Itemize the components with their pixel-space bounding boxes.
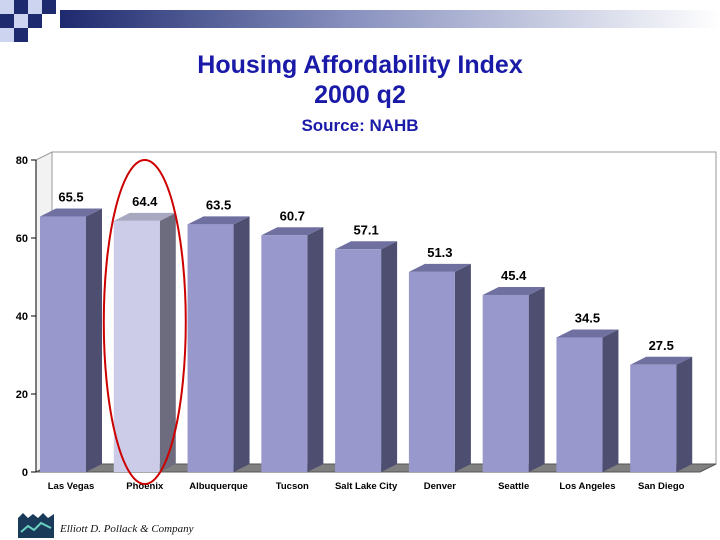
data-label: 27.5: [649, 338, 674, 353]
bar-top: [556, 329, 619, 338]
chart-source: Source: NAHB: [301, 116, 419, 135]
data-label: 57.1: [353, 222, 378, 237]
data-label: 63.5: [206, 197, 231, 212]
y-tick-label: 0: [22, 467, 28, 479]
bar-top: [482, 286, 545, 295]
bar-side: [454, 263, 471, 472]
data-label: 65.5: [58, 190, 83, 205]
x-tick-label: Salt Lake City: [335, 481, 398, 492]
data-label: 64.4: [132, 194, 158, 209]
data-label: 34.5: [575, 310, 600, 325]
footer: Elliott D. Pollack & Company: [18, 510, 194, 540]
chart-title-block: Housing Affordability Index 2000 q2 Sour…: [0, 50, 720, 138]
x-tick-label: Phoenix: [126, 481, 164, 492]
bar-top: [40, 208, 102, 217]
bar: [630, 364, 677, 472]
bar-side: [159, 212, 176, 472]
x-tick-label: Albuquerque: [189, 481, 248, 492]
x-tick-label: Los Angeles: [559, 481, 615, 492]
x-tick-label: San Diego: [638, 481, 685, 492]
y-tick-label: 60: [16, 233, 28, 245]
y-tick-label: 80: [16, 155, 28, 167]
company-logo-icon: [18, 513, 54, 538]
bar-side: [381, 241, 398, 472]
x-tick-label: Denver: [424, 481, 457, 492]
highlight-ellipse: [102, 159, 187, 485]
x-tick-label: Tucson: [276, 481, 309, 492]
y-tick-label: 40: [16, 311, 28, 323]
bar-side: [602, 329, 619, 472]
chart-subtitle: 2000 q2: [314, 81, 406, 109]
bar-chart: 0 20 40 60 80 65.5 64.4 63.5 60.7 57.1 51.3 45.4 34…: [16, 151, 717, 492]
bar-side: [676, 356, 693, 472]
x-tick-label: Seattle: [498, 481, 529, 492]
bar: [335, 249, 382, 472]
header-decoration: [0, 0, 720, 42]
bar: [408, 271, 455, 472]
bar: [482, 294, 529, 472]
bar-side: [86, 208, 102, 473]
y-axis-ticks: 0 20 40 60 80: [16, 155, 36, 479]
data-label: 45.4: [501, 268, 527, 283]
bar: [261, 235, 308, 472]
data-label: 60.7: [280, 208, 305, 223]
bar-top: [630, 356, 693, 365]
bar: [187, 224, 234, 472]
bar-top: [187, 216, 250, 225]
bar-side: [528, 286, 545, 472]
company-name: Elliott D. Pollack & Company: [60, 523, 194, 535]
bars: 65.5 64.4 63.5 60.7 57.1 51.3 45.4 34.5 27.5: [40, 190, 693, 473]
data-label: 51.3: [427, 245, 452, 260]
x-tick-label: Las Vegas: [48, 481, 94, 492]
bar-top: [408, 263, 471, 272]
bar: [556, 337, 603, 472]
chart-title: Housing Affordability Index: [197, 51, 523, 79]
bar-top: [113, 212, 176, 221]
bar-side: [307, 227, 324, 472]
y-tick-label: 20: [16, 389, 28, 401]
bar: [40, 216, 86, 472]
bar-side: [233, 216, 250, 472]
x-axis-labels: Las Vegas Phoenix Albuquerque Tucson Salt La…: [48, 481, 685, 492]
bar: [113, 220, 160, 472]
bar-top: [335, 241, 398, 250]
highlight-overlay: [102, 159, 187, 485]
bar-top: [261, 227, 324, 236]
